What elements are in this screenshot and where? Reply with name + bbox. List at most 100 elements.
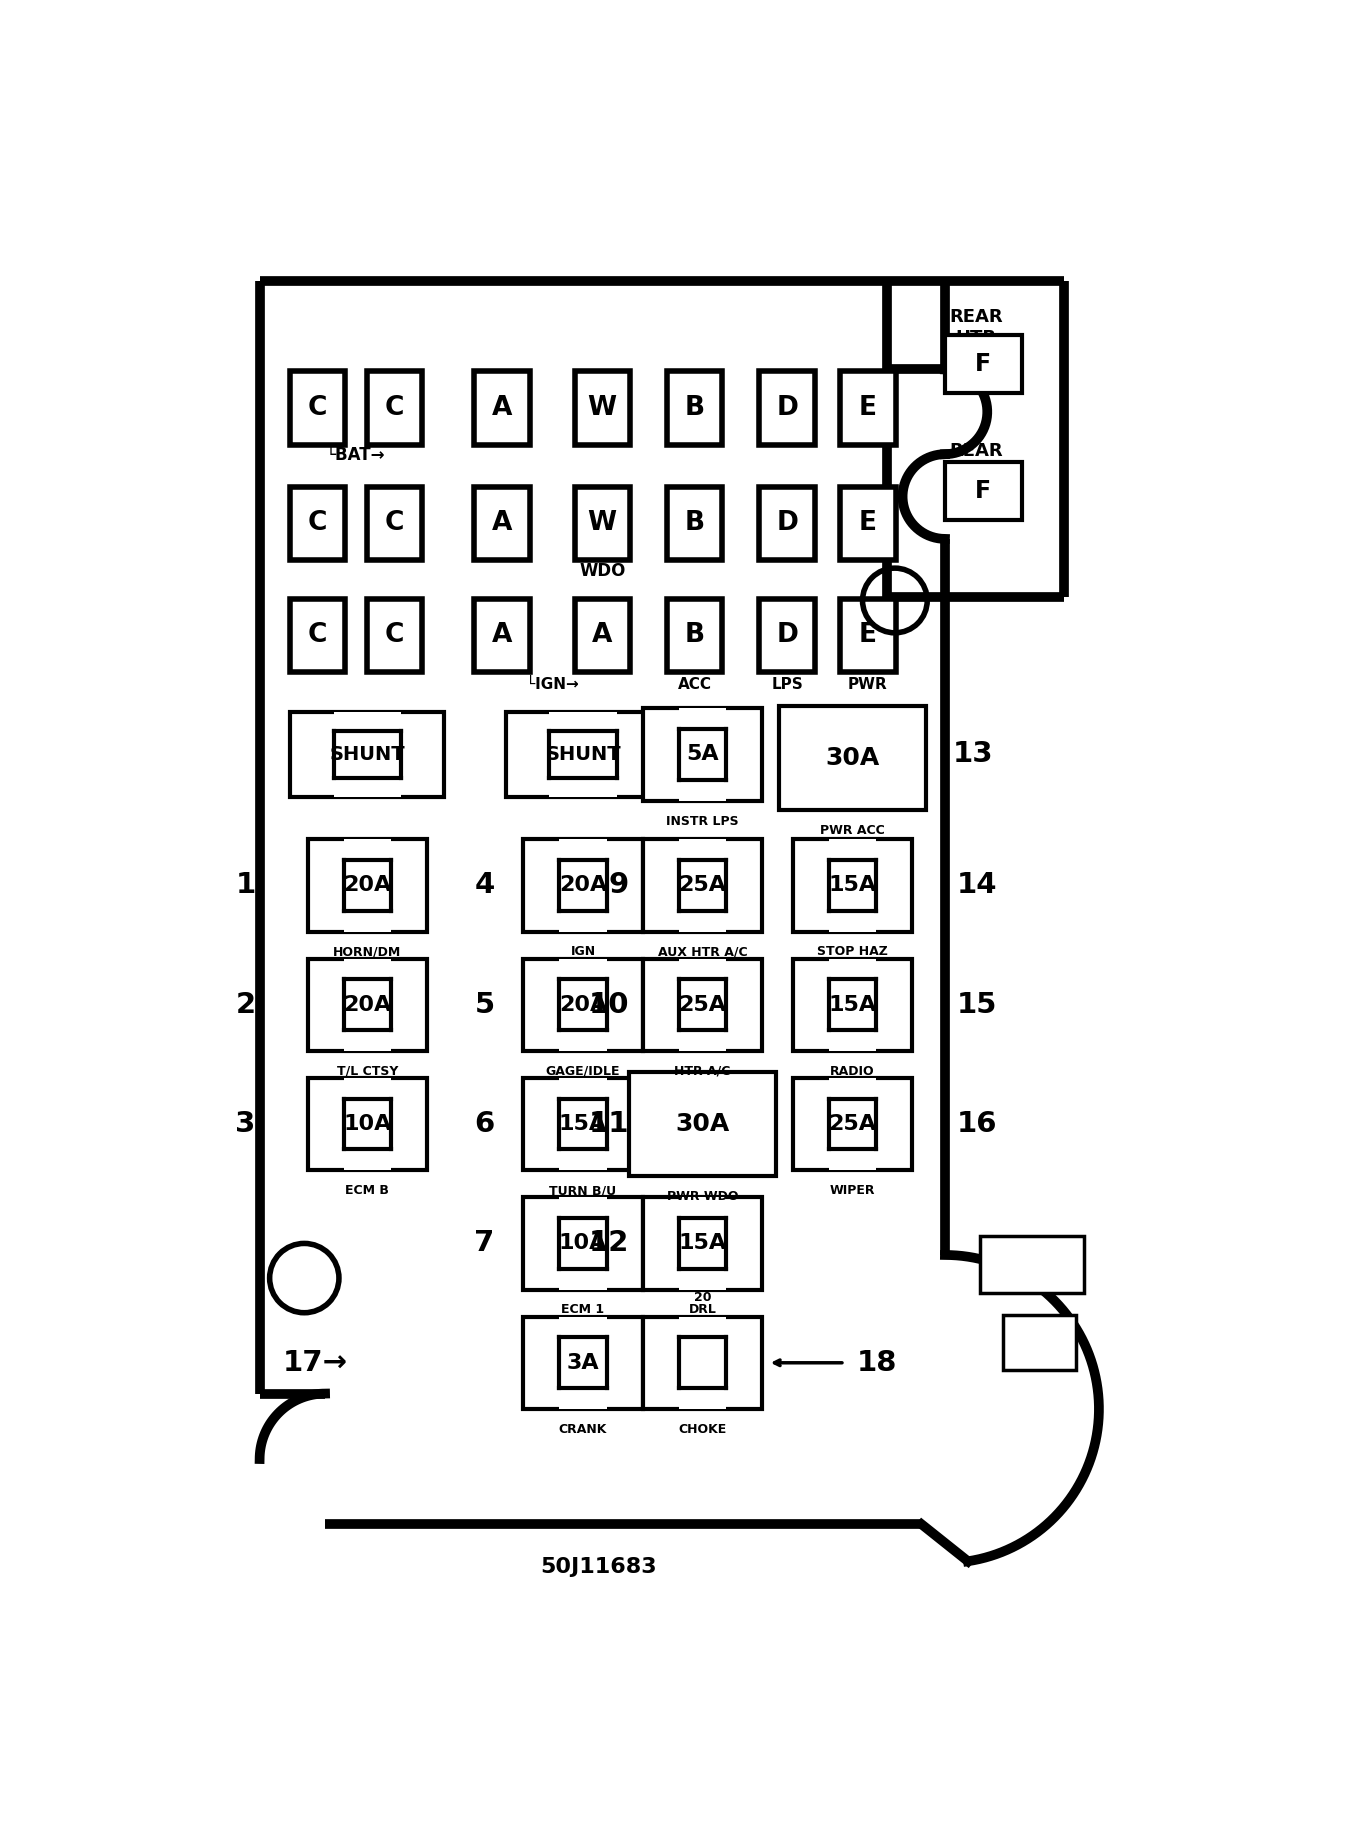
Text: REAR
A/C: REAR A/C: [949, 443, 1003, 482]
Text: W: W: [587, 395, 617, 421]
Text: WDO: WDO: [579, 561, 626, 580]
Text: 25A: 25A: [678, 996, 726, 1014]
Text: HORN/DM: HORN/DM: [333, 946, 402, 959]
Bar: [343, 839, 391, 861]
Bar: [679, 1031, 726, 1051]
Text: C: C: [307, 395, 327, 421]
Bar: [630, 1071, 775, 1177]
Bar: [679, 707, 726, 730]
Bar: [333, 713, 401, 731]
Text: B: B: [685, 510, 705, 536]
Bar: [679, 839, 726, 861]
Text: RADIO: RADIO: [830, 1064, 875, 1079]
Bar: [679, 1269, 726, 1289]
Text: 8: 8: [645, 741, 665, 768]
Text: INSTR LPS: INSTR LPS: [665, 815, 738, 827]
Bar: [366, 598, 423, 672]
Bar: [642, 1197, 761, 1289]
Bar: [366, 488, 423, 560]
Text: 5: 5: [475, 990, 494, 1020]
Text: ECM B: ECM B: [346, 1184, 390, 1197]
Bar: [779, 706, 926, 811]
Bar: [759, 488, 815, 560]
Text: PWR ACC: PWR ACC: [820, 824, 885, 837]
Text: 10A: 10A: [558, 1234, 608, 1254]
Bar: [759, 371, 815, 445]
Text: 20A: 20A: [558, 875, 608, 896]
Bar: [523, 839, 642, 931]
Text: 11: 11: [589, 1110, 630, 1138]
Text: DRL: DRL: [689, 1304, 716, 1317]
Bar: [333, 778, 401, 796]
Bar: [560, 1269, 606, 1289]
Bar: [945, 334, 1022, 393]
Bar: [980, 1236, 1084, 1293]
Bar: [289, 598, 346, 672]
Bar: [840, 598, 896, 672]
Text: D: D: [777, 622, 799, 648]
Text: 30A: 30A: [675, 1112, 730, 1136]
Text: 25A: 25A: [829, 1114, 877, 1134]
Text: 20A: 20A: [343, 996, 391, 1014]
Text: C: C: [384, 510, 405, 536]
Bar: [575, 598, 630, 672]
Text: 20A: 20A: [558, 996, 608, 1014]
Text: 7: 7: [475, 1230, 494, 1258]
Text: D: D: [777, 395, 799, 421]
Text: SHUNT: SHUNT: [329, 744, 405, 765]
Bar: [343, 1149, 391, 1171]
Text: 20A: 20A: [343, 875, 391, 896]
Bar: [829, 1149, 877, 1171]
Text: 13: 13: [952, 741, 993, 768]
Bar: [475, 598, 530, 672]
Text: 12: 12: [589, 1230, 630, 1258]
Text: 15A: 15A: [829, 996, 877, 1014]
Bar: [829, 839, 877, 861]
Bar: [667, 488, 723, 560]
Bar: [667, 371, 723, 445]
Text: 18: 18: [856, 1348, 897, 1376]
Bar: [560, 959, 606, 979]
Bar: [793, 839, 912, 931]
Bar: [679, 1317, 726, 1337]
Text: 9: 9: [609, 872, 630, 899]
Text: B: B: [685, 395, 705, 421]
Bar: [575, 371, 630, 445]
Bar: [506, 713, 660, 796]
Text: 10A: 10A: [343, 1114, 391, 1134]
Text: WIPER: WIPER: [830, 1184, 875, 1197]
Bar: [560, 1149, 606, 1171]
Bar: [475, 488, 530, 560]
Text: E: E: [859, 395, 877, 421]
Bar: [523, 1079, 642, 1171]
Text: 14: 14: [956, 872, 997, 899]
Bar: [667, 598, 723, 672]
Bar: [291, 713, 445, 796]
Text: HTR A/C: HTR A/C: [674, 1064, 730, 1079]
Text: 17→: 17→: [283, 1348, 347, 1376]
Bar: [840, 371, 896, 445]
Text: 20: 20: [694, 1291, 711, 1304]
Text: A: A: [493, 510, 512, 536]
Bar: [560, 1031, 606, 1051]
Text: D: D: [777, 510, 799, 536]
Bar: [475, 371, 530, 445]
Bar: [307, 959, 427, 1051]
Bar: [829, 1079, 877, 1099]
Bar: [523, 1197, 642, 1289]
Text: LPS: LPS: [771, 678, 803, 693]
Text: A: A: [593, 622, 612, 648]
Text: E: E: [859, 622, 877, 648]
Bar: [343, 1031, 391, 1051]
Text: STOP HAZ: STOP HAZ: [818, 946, 888, 959]
Text: 25A: 25A: [678, 875, 726, 896]
Bar: [829, 911, 877, 931]
Bar: [523, 959, 642, 1051]
Bar: [307, 1079, 427, 1171]
Bar: [307, 839, 427, 931]
Text: 2: 2: [236, 990, 255, 1020]
Text: 10: 10: [589, 990, 630, 1020]
Text: 50J11683: 50J11683: [541, 1557, 657, 1577]
Bar: [642, 1317, 761, 1409]
Bar: [366, 371, 423, 445]
